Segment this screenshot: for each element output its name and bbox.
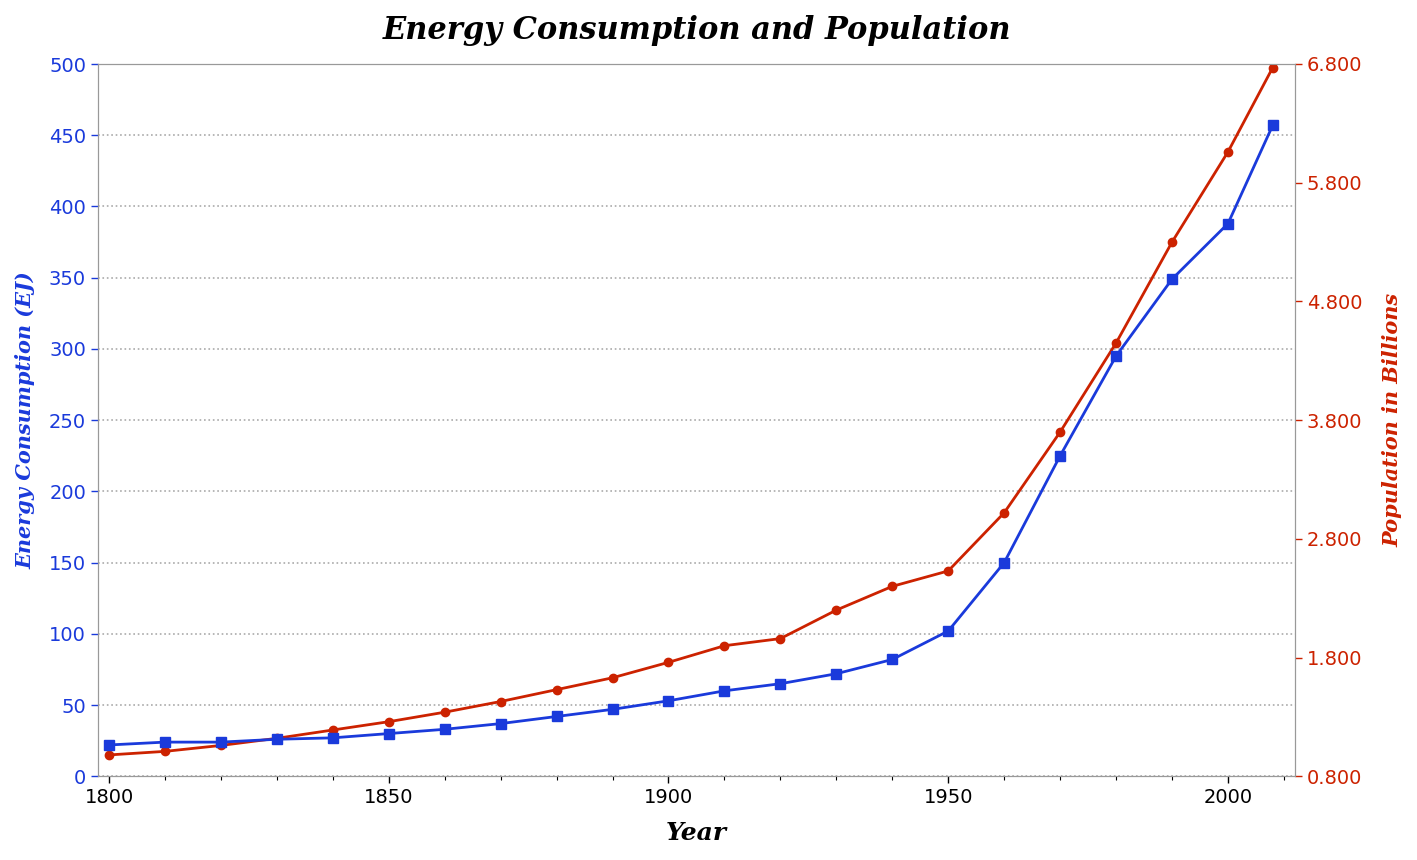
X-axis label: Year: Year: [666, 821, 727, 845]
Title: Energy Consumption and Population: Energy Consumption and Population: [383, 15, 1010, 46]
Y-axis label: Population in Billions: Population in Billions: [1382, 293, 1401, 547]
Y-axis label: Energy Consumption (EJ): Energy Consumption (EJ): [16, 271, 35, 569]
